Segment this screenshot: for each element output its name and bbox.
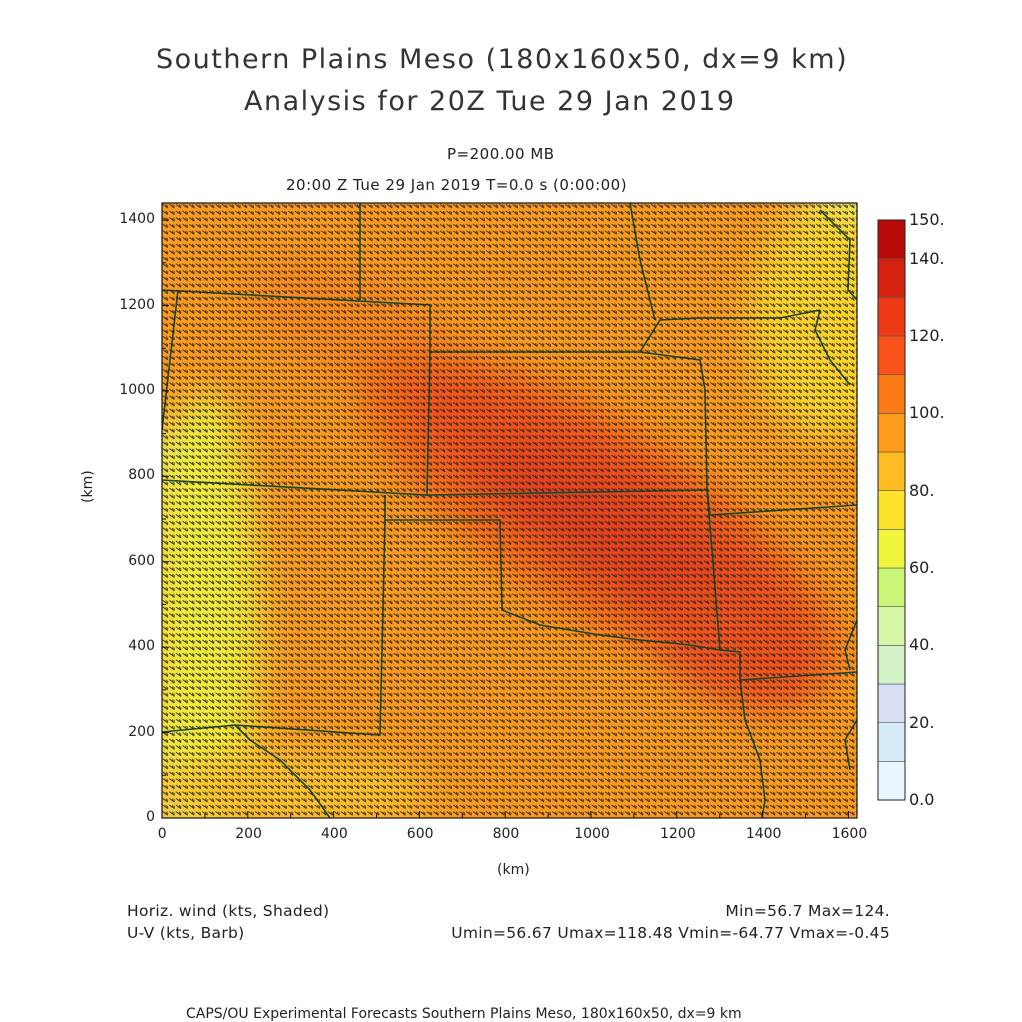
color-bar-swatch (877, 761, 906, 801)
x-tick-label: 400 (321, 826, 348, 842)
color-bar-label: 100. (909, 403, 945, 423)
color-bar-label: 80. (909, 480, 935, 500)
x-tick-label: 1600 (831, 826, 868, 842)
x-tick-label: 1400 (745, 826, 782, 842)
valid-time-label: 20:00 Z Tue 29 Jan 2019 T=0.0 s (0:00:00… (286, 176, 628, 194)
color-bar-swatch (877, 374, 906, 414)
x-tick-label: 1200 (660, 826, 696, 842)
color-bar-swatch (877, 413, 906, 453)
x-tick-label: 600 (406, 826, 434, 842)
color-bar-swatch (877, 606, 906, 646)
color-bar-swatch (877, 683, 906, 723)
color-bar (877, 219, 906, 801)
color-bar-label: 40. (909, 635, 935, 655)
color-bar-frame (877, 219, 906, 801)
y-tick-label: 1000 (119, 381, 155, 398)
y-tick-label: 1400 (119, 211, 155, 228)
pressure-level-label: P=200.00 MB (447, 145, 555, 163)
x-tick-label: 1000 (574, 826, 610, 842)
x-tick-label: 800 (492, 826, 520, 842)
y-axis-label: (km) (80, 470, 96, 503)
color-bar-swatch (877, 645, 906, 685)
color-bar-swatch (877, 529, 906, 569)
x-tick-label: 0 (157, 826, 167, 842)
color-bar-swatch (877, 335, 906, 375)
color-bar-label: 120. (909, 326, 945, 345)
y-tick-label: 600 (128, 552, 155, 569)
color-bar-label: 140. (909, 248, 945, 268)
color-bar-swatch (877, 451, 906, 491)
x-axis-label: (km) (497, 862, 530, 878)
color-bar-label: 150. (909, 210, 945, 229)
color-bar-swatch (877, 258, 906, 298)
credit-line: CAPS/OU Experimental Forecasts Southern … (186, 1006, 742, 1022)
field-description: Horiz. wind (kts, Shaded) (127, 902, 330, 920)
color-bar-label: 0.0 (909, 790, 935, 809)
color-bar-swatch (877, 297, 906, 337)
color-bar-label: 20. (909, 712, 935, 732)
y-tick-label: 0 (146, 809, 155, 825)
figure-title-line2: Analysis for 20Z Tue 29 Jan 2019 (244, 86, 736, 117)
color-bar-swatch (877, 567, 906, 607)
x-tick-label: 200 (235, 826, 262, 842)
y-tick-label: 400 (128, 638, 155, 655)
plot-frame (161, 202, 858, 819)
figure-title-line1: Southern Plains Meso (180x160x50, dx=9 k… (156, 44, 849, 75)
y-tick-label: 800 (128, 467, 155, 484)
min-max-readout: Min=56.7 Max=124. (725, 902, 890, 920)
color-bar-swatch (877, 490, 906, 530)
color-bar-label: 60. (909, 558, 935, 577)
y-tick-label: 200 (128, 723, 155, 740)
barb-description: U-V (kts, Barb) (127, 924, 245, 942)
y-tick-label: 1200 (119, 296, 155, 313)
color-bar-swatch (877, 722, 906, 762)
color-bar-swatch (877, 219, 906, 259)
wind-speed-shading (162, 203, 857, 818)
uv-range-readout: Umin=56.67 Umax=118.48 Vmin=-64.77 Vmax=… (451, 924, 890, 942)
